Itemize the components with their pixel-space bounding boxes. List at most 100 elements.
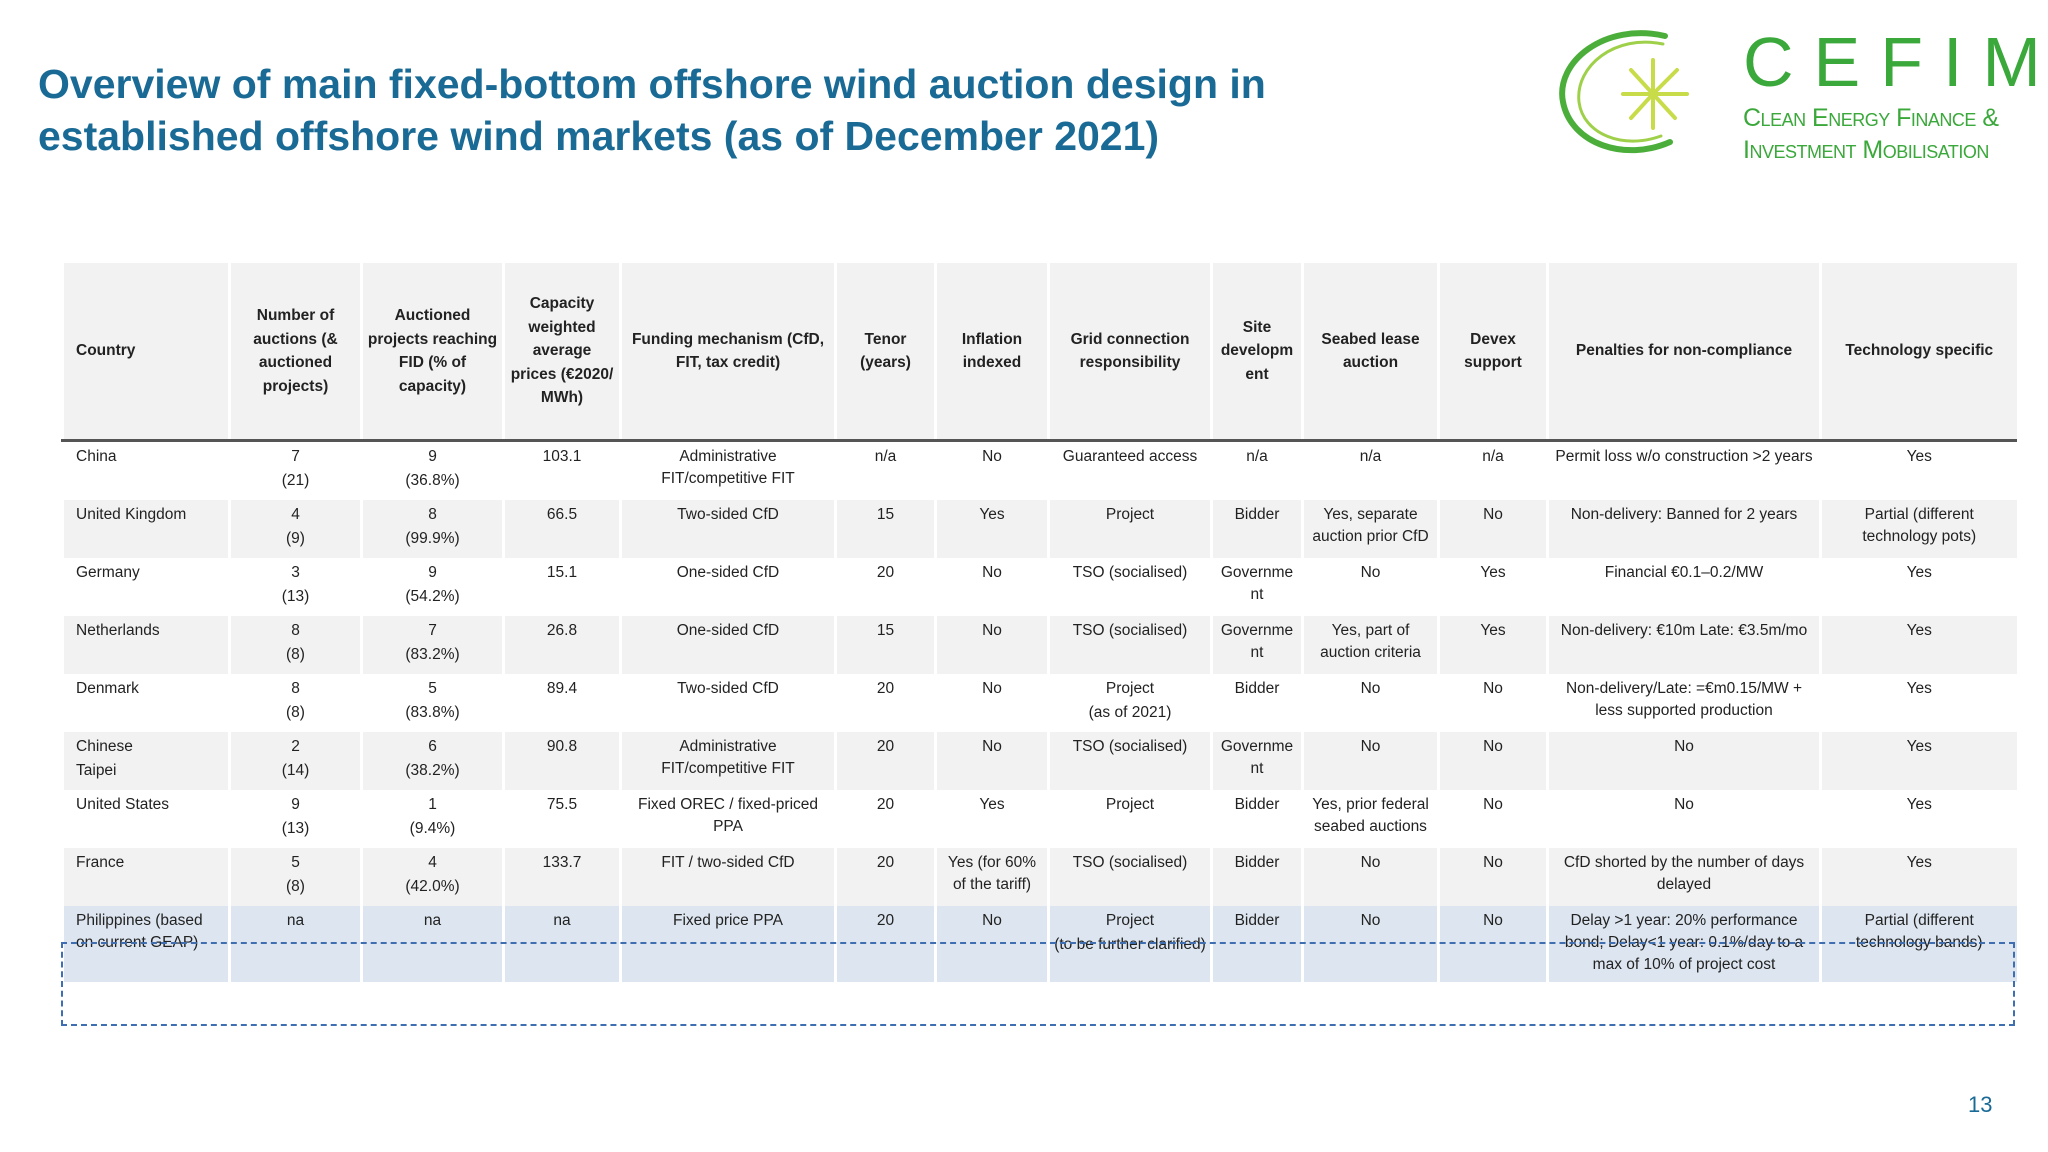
table-cell-devex: Yes: [1437, 616, 1548, 674]
cell-value: Yes: [1480, 564, 1506, 581]
table-cell-fid: 7 (83.2%): [360, 616, 504, 674]
cell-value: Administrative FIT/competitive FIT: [661, 448, 795, 487]
table-cell-funding: Two-sided CfD: [619, 500, 836, 558]
cell-value: Yes: [1906, 564, 1932, 581]
table-cell-seabed: No: [1301, 906, 1439, 982]
table-cell-penalties: Permit loss w/o construction >2 years: [1546, 440, 1821, 500]
cell-value: China: [76, 448, 117, 465]
column-header: Penalties for non-compliance: [1546, 263, 1821, 442]
table-cell-funding: One-sided CfD: [619, 558, 836, 616]
table-cell-penalties: Non-delivery: Banned for 2 years: [1546, 500, 1821, 558]
cell-value: 66.5: [546, 506, 578, 523]
table-cell-tech: Partial (different technology pots): [1819, 500, 2017, 558]
cell-value: n/a: [1246, 448, 1268, 465]
cell-value: 9: [428, 564, 437, 581]
cell-value: No: [1483, 796, 1503, 813]
table-cell-site: Bidder: [1210, 790, 1303, 848]
cell-subvalue: (21): [281, 472, 310, 489]
column-header: Site developm ent: [1210, 263, 1303, 442]
cell-value: Governme nt: [1220, 564, 1294, 603]
table-row: Germany 3 (13) 9 (54.2%) 15.1 One-sided CfD 20 N…: [61, 558, 2017, 616]
cell-value: Philippines (based on current GEAP): [76, 912, 203, 951]
cell-value: Yes: [1480, 622, 1506, 639]
table-cell-funding: Administrative FIT/competitive FIT: [619, 440, 836, 500]
table-cell-tenor: 20: [834, 674, 936, 732]
page-title: Overview of main fixed-bottom offshore w…: [38, 58, 1438, 162]
table-row: Chinese Taipei 2 (14) 6 (38.2%) 90.8 Administra…: [61, 732, 2017, 790]
cell-value: 8: [291, 622, 300, 639]
table-cell-tech: Partial (different technology bands): [1819, 906, 2017, 982]
table-row: Netherlands 8 (8) 7 (83.2%) 26.8 One-sided CfD…: [61, 616, 2017, 674]
cell-subvalue: (42.0%): [405, 878, 460, 895]
cell-value: No: [982, 622, 1002, 639]
table-cell-grid: TSO (socialised): [1047, 732, 1212, 790]
cell-subvalue: (99.9%): [405, 530, 460, 547]
cell-value: Yes, separate auction prior CfD: [1312, 506, 1429, 545]
table-cell-fid: 5 (83.8%): [360, 674, 504, 732]
table-cell-fid: 4 (42.0%): [360, 848, 504, 906]
cell-value: Project: [1105, 796, 1155, 813]
table-cell-inflation: Yes (for 60% of the tariff): [934, 848, 1049, 906]
table-cell-country: Netherlands: [61, 616, 230, 674]
table-cell-seabed: Yes, part of auction criteria: [1301, 616, 1439, 674]
table-cell-devex: No: [1437, 906, 1548, 982]
cell-value: Governme nt: [1220, 622, 1294, 661]
table-cell-funding: Fixed price PPA: [619, 906, 836, 982]
cell-value: Yes: [1906, 622, 1932, 639]
table-cell-tenor: 15: [834, 500, 936, 558]
cell-subvalue: Taipei: [76, 762, 117, 779]
table-cell-auctions: 8 (8): [228, 616, 362, 674]
cell-value: No: [1674, 796, 1694, 813]
cell-subvalue: (14): [281, 762, 310, 779]
cell-value: No: [982, 564, 1002, 581]
cell-value: United States: [76, 796, 170, 813]
table-cell-auctions: 8 (8): [228, 674, 362, 732]
cell-value: No: [982, 912, 1002, 929]
cell-value: Bidder: [1234, 854, 1280, 871]
table-cell-auctions: na: [228, 906, 362, 982]
column-header: Seabed lease auction: [1301, 263, 1439, 442]
cell-value: Two-sided CfD: [677, 506, 779, 523]
table-cell-penalties: Financial €0.1–0.2/MW: [1546, 558, 1821, 616]
cell-subvalue: (9): [286, 530, 305, 547]
table-cell-tenor: 20: [834, 790, 936, 848]
column-header: Country: [61, 263, 230, 442]
table-cell-country: China: [61, 440, 230, 500]
table-row: United Kingdom 4 (9) 8 (99.9%) 66.5 Two-sided …: [61, 500, 2017, 558]
table-body: China 7 (21) 9 (36.8%) 103.1 Administrative FI…: [61, 440, 2017, 982]
cell-value: 15: [876, 622, 895, 639]
table-cell-country: Denmark: [61, 674, 230, 732]
cell-value: n/a: [1482, 448, 1504, 465]
table-cell-site: Bidder: [1210, 906, 1303, 982]
sun-swirl-icon: [1559, 30, 1689, 154]
table-cell-penalties: No: [1546, 732, 1821, 790]
column-header: Number of auctions (& auctioned projects…: [228, 263, 362, 442]
cell-value: Project: [1105, 912, 1155, 929]
cell-value: No: [1483, 680, 1503, 697]
cell-value: 3: [291, 564, 300, 581]
table-cell-auctions: 4 (9): [228, 500, 362, 558]
cell-value: Yes, prior federal seabed auctions: [1312, 796, 1429, 835]
table-cell-site: Governme nt: [1210, 732, 1303, 790]
cell-subvalue: (8): [286, 878, 305, 895]
cell-value: 6: [428, 738, 437, 755]
table-cell-price: 15.1: [502, 558, 621, 616]
cell-subvalue: (38.2%): [405, 762, 460, 779]
title-line-1: Overview of main fixed-bottom offshore w…: [38, 61, 1266, 107]
cell-subvalue: (36.8%): [405, 472, 460, 489]
table-cell-price: 103.1: [502, 440, 621, 500]
table-cell-auctions: 3 (13): [228, 558, 362, 616]
cell-value: TSO (socialised): [1072, 738, 1188, 755]
cell-value: Delay >1 year: 20% performance bond; Del…: [1564, 912, 1804, 973]
cell-value: TSO (socialised): [1072, 622, 1188, 639]
table-row: United States 9 (13) 1 (9.4%) 75.5 Fixed OREC …: [61, 790, 2017, 848]
cell-value: Two-sided CfD: [677, 680, 779, 697]
table-cell-price: 89.4: [502, 674, 621, 732]
cell-value: Yes: [1906, 796, 1932, 813]
column-header: Technology specific: [1819, 263, 2017, 442]
cell-value: One-sided CfD: [676, 564, 780, 581]
cell-subvalue: (13): [281, 820, 310, 837]
cell-subvalue: (8): [286, 704, 305, 721]
cell-value: Bidder: [1234, 680, 1280, 697]
cell-value: 20: [876, 680, 895, 697]
